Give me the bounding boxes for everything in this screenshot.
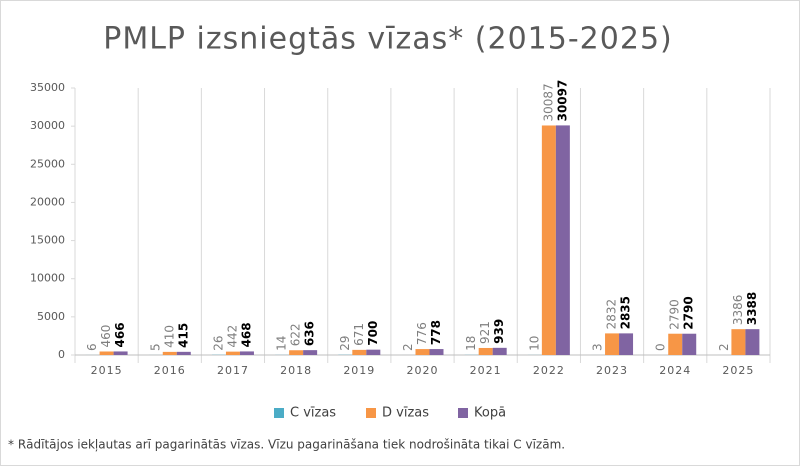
data-label: 700 [366,321,380,346]
legend-label: D vīzas [382,406,429,421]
legend-swatch [366,408,376,418]
bar [99,351,114,355]
bar [478,347,493,355]
data-label: 18 [464,336,478,351]
x-tick-label: 2016 [154,364,186,377]
data-label: 2835 [619,296,633,329]
bar [492,347,507,355]
data-label: 3 [591,343,605,351]
bar [366,349,381,355]
y-tick-label: 35000 [30,81,65,94]
y-tick-label: 10000 [30,272,65,285]
data-label: 2 [401,343,415,351]
data-label: 2790 [668,299,682,330]
x-tick-label: 2022 [533,364,565,377]
data-label: 410 [162,325,176,348]
legend-swatch [458,408,468,418]
legend-swatch [274,408,284,418]
bar [668,333,683,355]
legend-label: C vīzas [290,406,336,421]
data-label: 3386 [731,295,745,326]
bar [555,125,570,355]
data-label: 622 [289,323,303,346]
bar [682,333,697,355]
chart-title: PMLP izsniegtās vīzas* (2015-2025) [103,22,673,57]
bar [176,351,191,355]
bar [745,329,760,355]
legend-label: Kopā [474,406,506,421]
x-tick-label: 2020 [407,364,439,377]
data-label: 30097 [555,80,569,122]
data-label: 939 [492,319,506,344]
data-label: 5 [148,343,162,351]
bar [303,350,318,355]
data-label: 0 [654,343,668,351]
bar [225,351,240,355]
data-label: 29 [338,335,352,350]
data-label: 415 [176,323,190,348]
x-tick-label: 2018 [280,364,312,377]
y-tick-label: 15000 [30,234,65,247]
data-label: 460 [99,325,113,348]
data-label: 776 [415,322,429,345]
data-label: 468 [239,322,253,347]
data-label: 2832 [605,299,619,330]
data-label: 10 [527,336,541,351]
x-tick-label: 2025 [722,364,754,377]
data-label: 778 [429,320,443,345]
data-label: 6 [85,343,99,351]
x-tick-label: 2021 [470,364,502,377]
data-label: 3388 [745,292,759,325]
y-tick-label: 0 [58,348,65,361]
x-tick-label: 2017 [217,364,249,377]
bar [605,333,620,355]
bar [162,351,177,355]
y-tick-label: 20000 [30,195,65,208]
y-tick-label: 5000 [37,310,65,323]
data-label: 2790 [682,296,696,329]
data-label: 636 [303,321,317,346]
x-tick-label: 2023 [596,364,628,377]
data-label: 2 [717,343,731,351]
bar [239,351,254,355]
bar [731,329,746,355]
footnote: * Rādītājos iekļautas arī pagarinātās vī… [8,438,565,452]
data-label: 442 [225,325,239,348]
data-label: 14 [275,336,289,351]
data-label: 466 [113,322,127,347]
data-label: 921 [478,321,492,344]
y-tick-label: 25000 [30,157,65,170]
bar [415,349,430,355]
bar [289,350,304,355]
data-label: 26 [211,336,225,351]
data-label: 671 [352,323,366,346]
y-tick-label: 30000 [30,119,65,132]
bar [429,349,444,355]
data-label: 30087 [541,83,555,121]
bar [541,125,556,355]
x-tick-label: 2015 [91,364,123,377]
bar [113,351,128,355]
x-tick-label: 2024 [659,364,691,377]
bar [352,349,367,355]
x-tick-label: 2019 [343,364,375,377]
bar [619,333,634,355]
